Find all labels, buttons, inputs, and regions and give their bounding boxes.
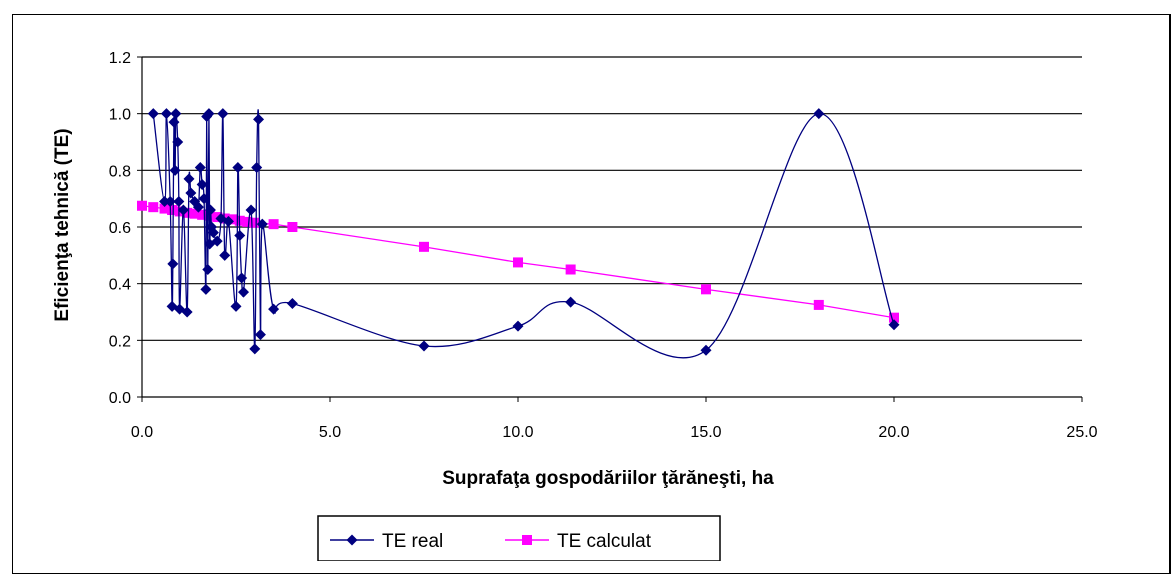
y-tick-label: 0.4 (109, 277, 131, 294)
data-point (159, 203, 170, 214)
plot-area (137, 108, 900, 359)
x-tick-label: 5.0 (319, 424, 341, 441)
legend-label: TE calculat (557, 531, 652, 552)
data-point (889, 312, 899, 323)
legend-swatch-marker (346, 534, 358, 546)
data-point (242, 216, 253, 227)
legend-label: TE real (382, 531, 443, 552)
data-point (701, 284, 711, 295)
legend-swatch-marker (522, 535, 532, 545)
data-point (419, 241, 429, 252)
data-point (565, 296, 577, 308)
legend: TE real TE calculat (317, 515, 721, 561)
data-point (254, 329, 266, 341)
data-point (565, 264, 576, 275)
axes (137, 56, 1083, 402)
y-axis-title: Eficienţa tehnică (TE) (52, 128, 73, 321)
data-point (236, 272, 248, 284)
series-te-real (147, 108, 900, 359)
y-tick-label: 1.0 (109, 107, 131, 124)
data-point (249, 217, 260, 228)
data-point (251, 162, 263, 173)
data-point (203, 108, 215, 120)
data-point (192, 201, 204, 213)
data-point (256, 218, 268, 230)
data-point (189, 208, 200, 219)
data-point (513, 257, 523, 268)
x-axis-title: Suprafaţa gospodăriilor ţărăneşti, ha (442, 468, 774, 489)
legend-entry: TE real (330, 531, 443, 552)
data-point (200, 283, 212, 295)
y-tick-label: 0.0 (109, 390, 131, 407)
data-point (137, 200, 147, 211)
data-point (169, 164, 181, 176)
legend-entry: TE calculat (505, 531, 652, 552)
data-point (238, 286, 250, 298)
data-point (185, 187, 197, 199)
data-point (172, 136, 184, 148)
data-point (813, 299, 824, 310)
data-point (219, 249, 231, 261)
data-point (268, 303, 280, 315)
data-point (217, 108, 229, 120)
tick-labels: 0.0 0.2 0.4 0.6 0.8 1.0 1.2 0.0 5.0 10.0 15.0 20.0 2… (109, 50, 1098, 441)
data-point (268, 219, 279, 230)
x-tick-label: 20.0 (878, 424, 909, 441)
data-point (167, 205, 178, 215)
data-point (700, 344, 712, 356)
data-point (813, 108, 825, 120)
data-point (170, 108, 182, 120)
data-point (194, 162, 206, 173)
data-point (888, 319, 900, 331)
data-point (232, 162, 244, 173)
data-point (234, 230, 246, 241)
x-tick-label: 10.0 (502, 424, 533, 441)
data-point (183, 173, 195, 185)
data-point (167, 258, 179, 270)
data-point (512, 320, 524, 332)
data-point (222, 215, 234, 227)
data-point (196, 179, 208, 190)
data-point (159, 196, 171, 207)
grid-lines (142, 56, 1082, 341)
data-point (197, 209, 208, 220)
data-point (160, 108, 172, 120)
y-tick-label: 0.8 (109, 163, 131, 180)
data-point (173, 196, 185, 207)
y-tick-label: 1.2 (109, 50, 131, 67)
data-point (204, 204, 216, 216)
legend-box (317, 515, 721, 561)
data-point (168, 116, 180, 128)
data-point (253, 113, 265, 125)
data-point (147, 108, 159, 120)
data-point (418, 340, 430, 352)
data-point (148, 202, 159, 213)
series-line (152, 109, 895, 359)
data-point (198, 193, 210, 205)
data-point (211, 235, 223, 247)
data-point (249, 343, 261, 355)
x-tick-label: 0.0 (131, 424, 153, 441)
data-point (230, 300, 242, 312)
x-tick-label: 15.0 (690, 424, 721, 441)
x-tick-label: 25.0 (1066, 424, 1097, 441)
data-point (245, 204, 257, 216)
data-point (287, 222, 298, 232)
data-point (181, 306, 193, 318)
data-point (177, 204, 189, 216)
data-point (164, 196, 176, 207)
data-point (182, 207, 193, 218)
data-point (202, 264, 214, 275)
chart-svg: 0.0 0.2 0.4 0.6 0.8 1.0 1.2 0.0 5.0 10.0 15.0 20.0 2… (52, 50, 1098, 561)
data-point (286, 298, 298, 309)
y-tick-label: 0.6 (109, 220, 131, 237)
data-point (227, 214, 238, 225)
data-point (207, 227, 219, 239)
y-tick-label: 0.2 (109, 333, 131, 350)
